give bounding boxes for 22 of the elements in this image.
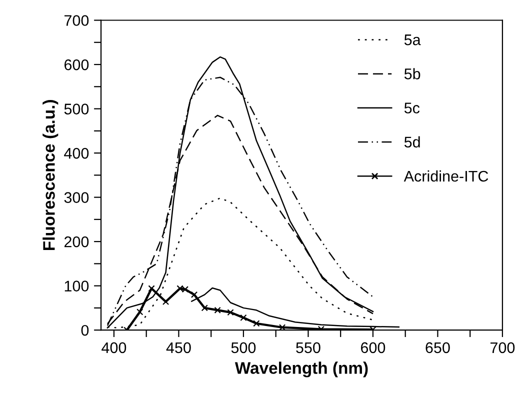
legend-label: Acridine-ITC bbox=[404, 170, 488, 182]
x-tick-label: 650 bbox=[426, 342, 450, 354]
x-tick-label: 550 bbox=[296, 342, 320, 354]
y-axis-title: Fluorescence (a.u.) bbox=[42, 100, 58, 250]
y-tick-label: 500 bbox=[64, 104, 89, 114]
x-axis-title: Wavelength (nm) bbox=[234, 362, 368, 378]
y-tick-label: 200 bbox=[64, 236, 89, 248]
y-tick-label: 400 bbox=[64, 148, 89, 159]
legend-label: 5b bbox=[404, 68, 420, 80]
legend-label: 5a bbox=[404, 34, 421, 46]
x-tick-label: 700 bbox=[490, 342, 515, 354]
x-tick-label: 450 bbox=[166, 342, 191, 354]
y-tick-label: 300 bbox=[64, 192, 89, 203]
legend-label: 5d bbox=[404, 136, 420, 148]
legend-label: 5c bbox=[404, 102, 420, 114]
x-tick-label: 400 bbox=[102, 342, 126, 354]
y-tick-label: 100 bbox=[64, 280, 89, 292]
y-tick-label: 700 bbox=[64, 15, 89, 26]
y-tick-label: 0 bbox=[81, 324, 89, 336]
x-tick-label: 600 bbox=[360, 342, 386, 354]
y-tick-label: 600 bbox=[64, 59, 89, 70]
x-tick-label: 500 bbox=[231, 342, 256, 354]
